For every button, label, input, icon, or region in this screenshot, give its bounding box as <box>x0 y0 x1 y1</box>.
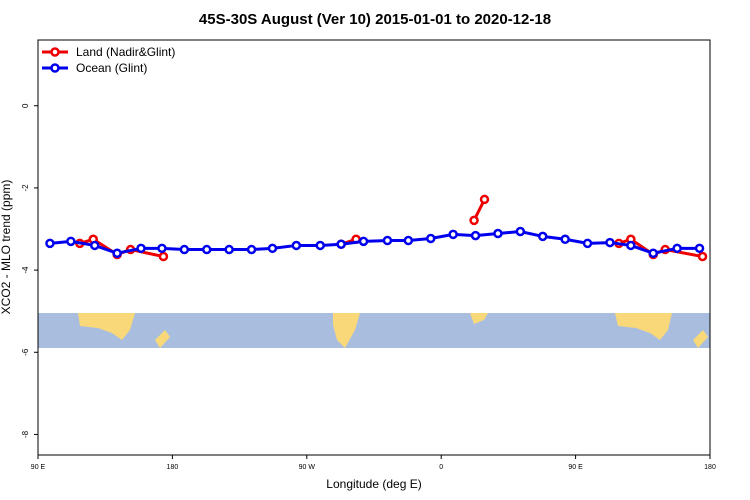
data-point <box>201 244 212 255</box>
chart-title: 45S-30S August (Ver 10) 2015-01-01 to 20… <box>199 11 551 28</box>
data-point <box>425 233 436 244</box>
data-point <box>358 236 369 247</box>
data-point <box>291 240 302 251</box>
legend-label: Ocean (Glint) <box>76 61 147 75</box>
plot-frame <box>37 39 711 456</box>
data-point <box>403 235 414 246</box>
data-point <box>112 248 122 259</box>
land-shape <box>470 313 488 324</box>
x-tick-label: 90 E <box>568 464 583 471</box>
data-point <box>89 240 100 251</box>
data-point <box>382 235 393 246</box>
data-point <box>493 228 503 239</box>
y-axis-label: XCO2 - MLO trend (ppm) <box>0 180 13 315</box>
data-point <box>697 251 708 262</box>
y-tick-label: -8 <box>21 430 30 438</box>
legend-label: Land (Nadir&Glint) <box>76 45 175 59</box>
data-point <box>648 248 659 259</box>
data-point <box>179 244 190 255</box>
data-point <box>469 215 479 226</box>
legend-marker <box>50 47 60 57</box>
land-shape <box>615 313 672 340</box>
data-point <box>560 234 570 245</box>
data-point <box>157 243 167 254</box>
y-tick-label: -2 <box>21 184 30 192</box>
data-point <box>45 238 55 249</box>
ocean-band <box>38 313 710 348</box>
data-point <box>626 240 636 251</box>
x-axis-label: Longitude (deg E) <box>326 477 421 491</box>
land-shape <box>693 330 708 348</box>
data-point <box>315 240 325 251</box>
x-tick-label: 180 <box>167 464 179 471</box>
data-point <box>582 238 593 249</box>
land-shape <box>155 330 170 348</box>
legend-marker <box>50 63 60 73</box>
data-point <box>537 231 548 242</box>
data-point <box>267 243 278 254</box>
data-point <box>136 243 146 254</box>
x-tick-label: 90 W <box>299 464 316 471</box>
y-tick-label: -4 <box>21 266 30 274</box>
data-point <box>66 236 76 247</box>
y-tick-label: -6 <box>21 348 30 356</box>
land-shape <box>78 313 135 340</box>
data-point <box>470 230 481 241</box>
data-point <box>672 243 682 254</box>
x-tick-label: 180 <box>704 464 716 471</box>
data-point <box>246 244 257 255</box>
data-point <box>515 226 526 237</box>
map-strip <box>38 313 710 348</box>
series-line <box>49 229 700 255</box>
data-point <box>694 243 705 254</box>
x-tick-label: 90 E <box>31 464 46 471</box>
land-shape <box>333 313 360 348</box>
data-point <box>605 237 615 248</box>
data-point <box>336 239 346 249</box>
data-point <box>158 251 169 262</box>
y-tick-label: 0 <box>21 103 30 108</box>
data-point <box>448 229 458 240</box>
x-tick-label: 0 <box>439 464 443 471</box>
data-point <box>224 244 234 255</box>
data-point <box>479 194 490 205</box>
